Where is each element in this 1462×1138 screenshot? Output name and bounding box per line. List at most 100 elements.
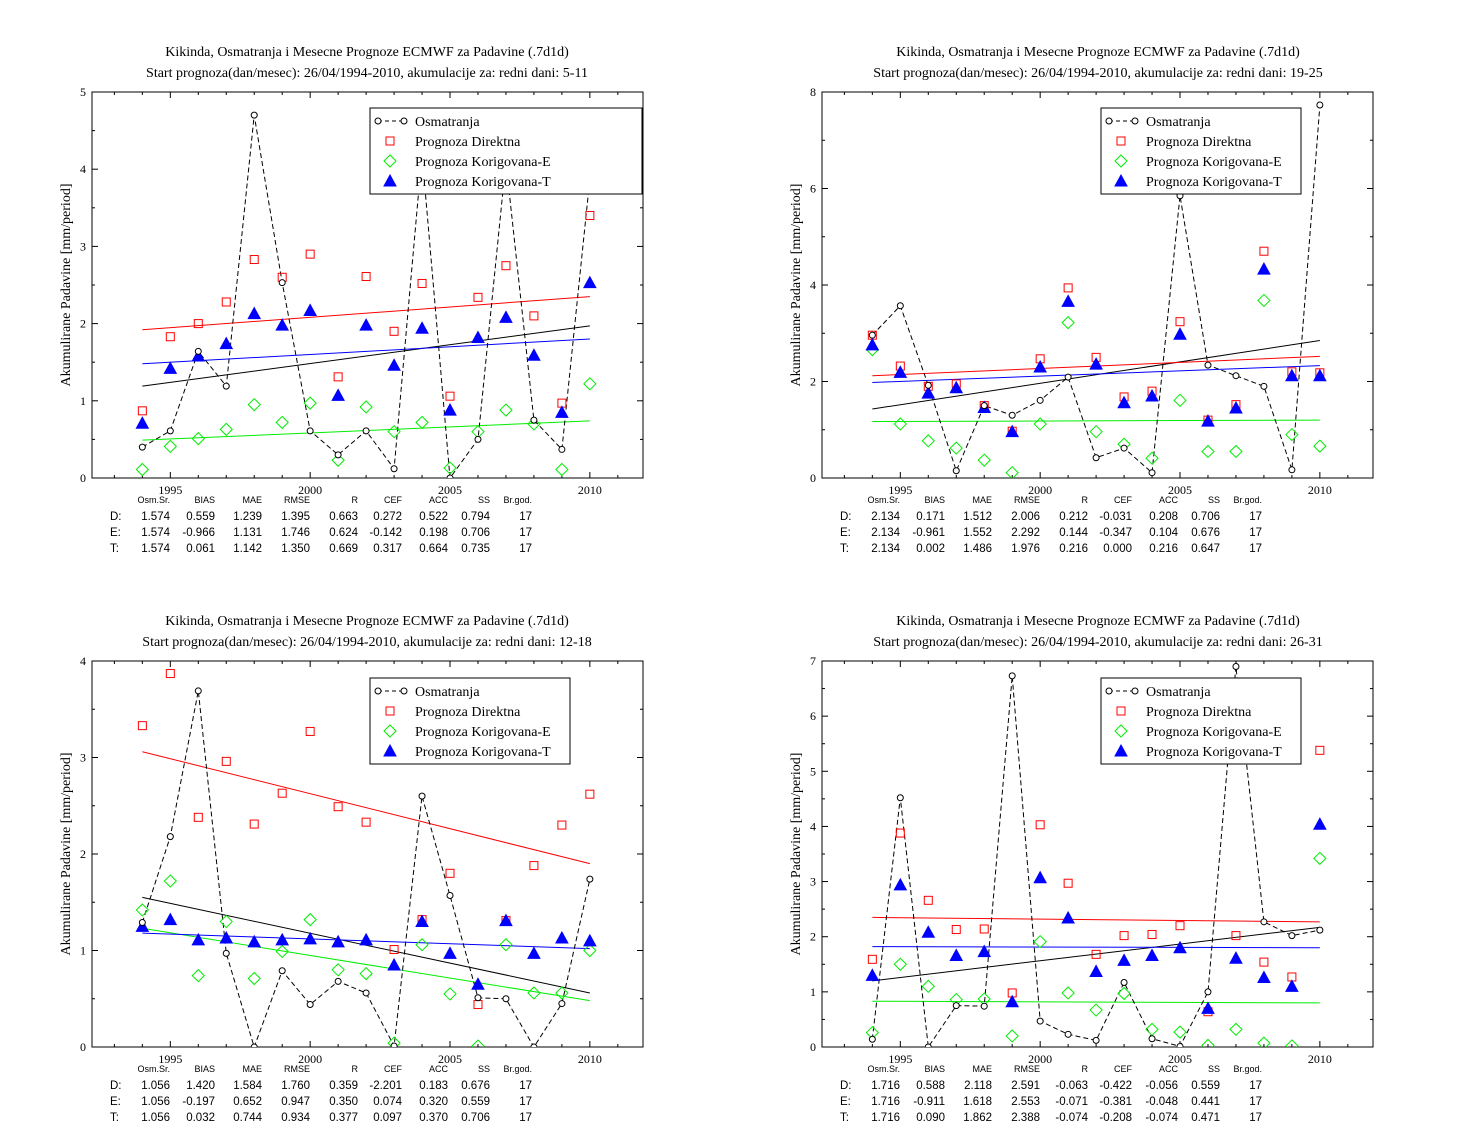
data-point [1117,395,1131,409]
data-point [586,875,594,883]
stats-header: RMSE [284,495,310,505]
stats-cell: 17 [519,1080,532,1092]
data-point [557,820,567,830]
data-point [331,934,345,948]
x-tick-label: 2010 [1308,483,1332,497]
stats-cell: 1.056 [141,1112,170,1124]
stats-cell: 0.090 [916,1112,945,1124]
data-point [247,306,262,320]
stats-cell: 1.574 [141,527,170,539]
stats-header: BIAS [194,1064,215,1074]
data-point [389,945,399,955]
data-point [977,944,992,958]
stats-cell: 0.559 [461,1096,490,1108]
stats-cell: 0.559 [186,511,215,523]
stats-cell: 0.669 [329,543,358,555]
legend-label: Osmatranja [1146,115,1211,130]
data-point [1175,921,1185,931]
data-point [583,377,597,391]
data-point [1229,1022,1243,1037]
legend: Osmatranja Prognoza Direktna Prognoza Kori… [369,677,571,765]
data-point [1257,293,1271,308]
stats-cell: 0.735 [461,543,490,555]
stats-cell: 17 [519,1112,532,1124]
stats-cell: 1.142 [233,543,262,555]
stats-cell: 17 [519,543,532,555]
stats-cell: 0.652 [233,1096,262,1108]
stats-row-label: E: [840,527,851,539]
data-point [1033,870,1048,884]
data-point [1089,964,1103,977]
data-point [527,417,541,431]
data-point [499,913,513,927]
stats-cell: 2.134 [871,527,900,539]
stats-header: R [1082,495,1089,505]
data-point [471,424,485,439]
data-point [359,932,373,946]
stats-cell: 0.947 [281,1096,310,1108]
stats-cell: 1.420 [186,1080,215,1092]
stats-header: Br.god. [1233,495,1262,505]
data-point [1148,1035,1156,1043]
y-axis-label: Akumulirane Padavine [mm/period] [789,753,804,956]
x-tick-label: 2000 [298,483,322,497]
trend-line [142,751,590,865]
stats-row-label: D: [840,1080,852,1092]
y-tick-label: 6 [810,709,816,723]
stats-cell: 0.522 [419,511,448,523]
legend-label: Prognoza Korigovana-E [415,725,551,740]
stats-cell: 0.317 [373,543,402,555]
legend-label: Prognoza Korigovana-E [415,155,551,170]
stats-header: CEF [1114,495,1133,505]
data-point [390,1042,398,1047]
stats-row-label: D: [840,511,852,523]
legend-marker [374,687,382,695]
chart-subtitle: Start prognoza(dan/mesec): 26/04/1994-20… [146,66,588,81]
stats-table: Osm.Sr. BIAS MAE RMSE R CEF ACC SS Br.god. D: 1.05… [110,1064,532,1124]
stats-cell: 2.006 [1011,511,1040,523]
legend-label: Prognoza Korigovana-E [1146,155,1282,170]
data-point [865,337,880,351]
stats-header: RMSE [284,1064,310,1074]
plot-area [135,669,597,1047]
stats-header: CEF [1114,1064,1133,1074]
stats-cell: -0.381 [1099,1096,1132,1108]
stats-header: CEF [384,1064,403,1074]
stats-cell: 1.618 [963,1096,992,1108]
x-tick-label: 1995 [888,1052,912,1066]
stats-cell: 0.934 [281,1112,310,1124]
data-point [359,400,373,414]
data-point [473,292,483,302]
stats-cell: 0.377 [329,1112,358,1124]
y-tick-label: 1 [80,944,86,958]
data-point [1257,970,1271,984]
data-point [1145,451,1159,465]
stats-cell: 1.716 [871,1112,900,1124]
stats-header: ACC [1159,1064,1179,1074]
stats-cell: 1.574 [141,511,170,523]
data-point [893,957,908,971]
stats-header: ACC [429,1064,449,1074]
y-tick-label: 3 [80,239,86,253]
data-point [361,272,371,282]
legend-box [369,107,643,195]
legend-marker [400,687,408,695]
data-point [331,388,345,401]
stats-row-label: T: [840,543,849,555]
y-tick-label: 2 [80,847,86,861]
data-point [1232,663,1240,671]
stats-cell: -0.071 [1055,1096,1088,1108]
data-point [1063,283,1073,293]
stats-header: MAE [972,495,992,505]
x-tick-label: 2000 [1028,1052,1052,1066]
stats-cell: 0.198 [419,527,448,539]
data-point [1117,986,1131,1001]
data-point [1063,878,1073,888]
data-point [443,461,457,475]
data-point [415,914,429,928]
stats-header: BIAS [194,495,215,505]
trend-line [872,926,1320,982]
data-point [221,756,231,766]
data-point [193,812,203,822]
data-point [555,986,569,1000]
